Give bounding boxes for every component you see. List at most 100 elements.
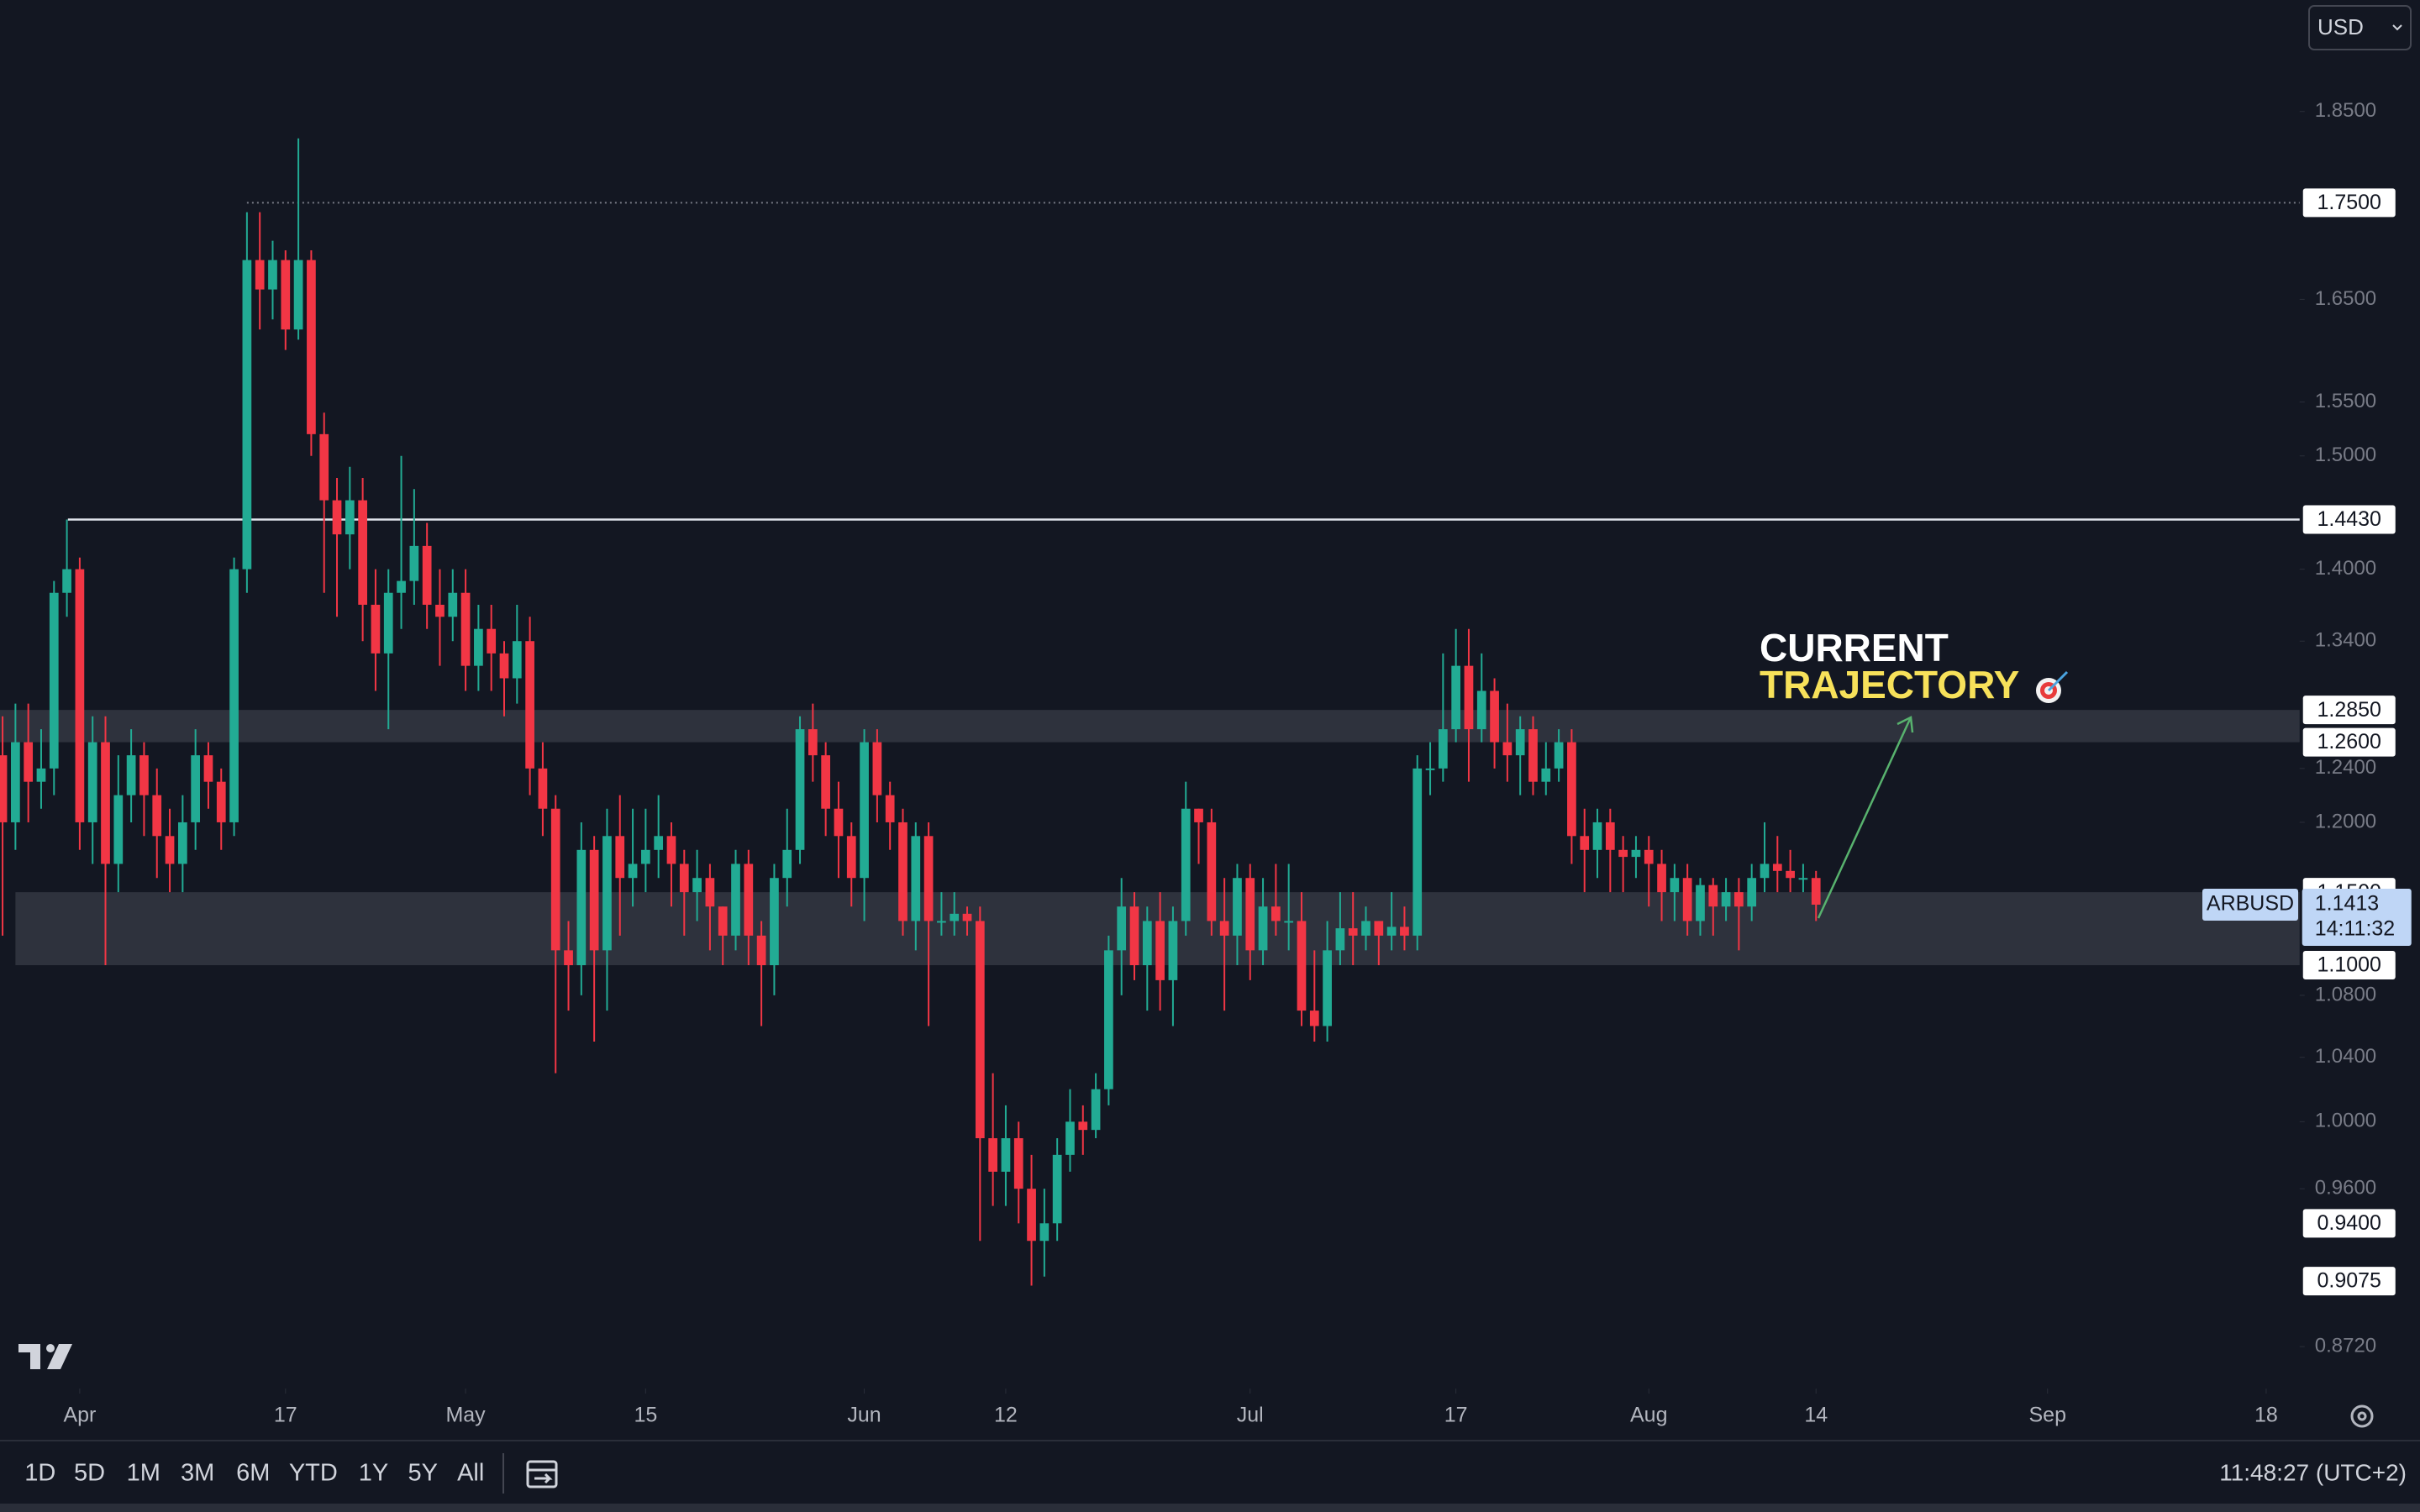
candle-body xyxy=(1502,742,1512,756)
range-button[interactable]: 1Y xyxy=(359,1460,388,1487)
range-button[interactable]: All xyxy=(457,1460,484,1487)
x-tick-label: Sep xyxy=(2028,1404,2065,1427)
trajectory-arrow xyxy=(1817,716,1914,919)
candle-body xyxy=(1258,906,1268,951)
target-dart xyxy=(2047,670,2069,692)
candle-body xyxy=(872,742,882,795)
range-button[interactable]: 5D xyxy=(74,1460,105,1487)
symbol-label: ARBUSD xyxy=(2207,892,2294,916)
candle-body xyxy=(1129,906,1139,966)
candle-body xyxy=(1284,921,1294,923)
x-tick-label: Jun xyxy=(847,1404,881,1427)
calendar-body[interactable] xyxy=(526,1460,558,1488)
candle-body xyxy=(281,260,291,330)
candle-body xyxy=(898,822,908,921)
gear-ring[interactable] xyxy=(2350,1404,2374,1428)
clock: 11:48:27 (UTC+2) xyxy=(2219,1459,2407,1485)
candle-body xyxy=(1155,921,1165,980)
y-tick-label: 1.0400 xyxy=(2315,1045,2376,1068)
range-button[interactable]: 1D xyxy=(24,1460,55,1487)
candle-body xyxy=(834,808,844,837)
range-button[interactable]: 6M xyxy=(236,1460,270,1487)
candle-body xyxy=(448,592,458,617)
candle-body xyxy=(564,950,573,966)
candle-body xyxy=(538,768,548,809)
candle-body xyxy=(602,836,612,951)
level-label: 1.2600 xyxy=(2317,730,2381,753)
candle-body xyxy=(460,592,471,666)
candle-body xyxy=(1233,878,1242,936)
x-tick-label: 15 xyxy=(634,1404,657,1427)
price-box xyxy=(2302,888,2412,946)
x-tick-label: 12 xyxy=(994,1404,1018,1427)
gear-hub[interactable] xyxy=(2357,1411,2367,1421)
candle-body xyxy=(589,849,599,951)
candle-body xyxy=(1580,836,1590,850)
range-button[interactable]: YTD xyxy=(289,1460,338,1487)
candle-body xyxy=(62,569,71,593)
candle-body xyxy=(1528,729,1538,782)
candle-body xyxy=(512,641,522,679)
candle-body xyxy=(345,500,355,535)
candle-body xyxy=(474,628,483,666)
settings-icon[interactable] xyxy=(2350,1404,2374,1428)
candle-body xyxy=(1271,906,1281,921)
candle-body xyxy=(1323,950,1332,1026)
candle-body xyxy=(1451,665,1461,730)
y-tick-label: 0.9600 xyxy=(2315,1177,2376,1200)
candle-body xyxy=(1181,808,1191,921)
candle-body xyxy=(1091,1089,1101,1131)
level-label-box xyxy=(2302,1209,2396,1238)
annotation-line1: CURRENT xyxy=(1760,626,1949,669)
candle-body xyxy=(139,755,149,795)
range-button[interactable]: 3M xyxy=(181,1460,214,1487)
currency-select[interactable]: USD xyxy=(2308,5,2412,50)
candle-body xyxy=(383,592,393,654)
level-label: 0.9400 xyxy=(2317,1211,2381,1235)
candle-body xyxy=(499,653,509,679)
countdown-label: 14:11:32 xyxy=(2315,917,2395,941)
candle-body xyxy=(49,592,59,769)
candle-body xyxy=(487,628,497,654)
candle-body xyxy=(1721,892,1731,907)
candle-body xyxy=(1309,1011,1319,1026)
candle-body xyxy=(126,755,136,795)
candle-body xyxy=(1605,822,1615,850)
arrow-shaft xyxy=(1817,717,1912,919)
currency-text[interactable]: USD xyxy=(2317,14,2364,39)
candle-body xyxy=(1476,690,1486,730)
candle-body xyxy=(1413,768,1423,936)
goto-date-icon[interactable] xyxy=(526,1460,558,1488)
x-tick-label: Jul xyxy=(1237,1404,1264,1427)
candle-body xyxy=(975,921,985,1139)
candle-body xyxy=(1400,927,1409,936)
candle-body xyxy=(988,1138,997,1172)
candle-body xyxy=(1207,822,1217,921)
candle-body xyxy=(576,849,587,966)
y-tick-label: 1.0800 xyxy=(2315,983,2376,1005)
y-tick-label: 1.5000 xyxy=(2315,444,2376,466)
candle-body xyxy=(268,260,277,290)
candle-body xyxy=(1386,927,1397,936)
candle-body xyxy=(1361,921,1370,936)
candle-body xyxy=(422,545,432,605)
candle-body xyxy=(628,864,638,879)
level-label-box xyxy=(2302,1267,2396,1296)
candle-body xyxy=(937,921,946,923)
range-button[interactable]: 1M xyxy=(127,1460,160,1487)
candle-body xyxy=(255,260,265,290)
candle-body xyxy=(923,836,934,921)
candle-body xyxy=(808,729,818,756)
candle-body xyxy=(1541,768,1551,782)
candle-body xyxy=(1696,885,1705,921)
candle-body xyxy=(1297,921,1307,1011)
candle-body xyxy=(1682,878,1692,921)
range-button[interactable]: 5Y xyxy=(408,1460,438,1487)
candle-body xyxy=(1219,921,1229,936)
level-label: 1.1000 xyxy=(2317,953,2381,977)
annotation-line2: TRAJECTORY xyxy=(1760,663,2019,706)
currency-box[interactable] xyxy=(2308,5,2412,50)
candle-body xyxy=(718,906,728,936)
candle-body xyxy=(1798,878,1808,880)
